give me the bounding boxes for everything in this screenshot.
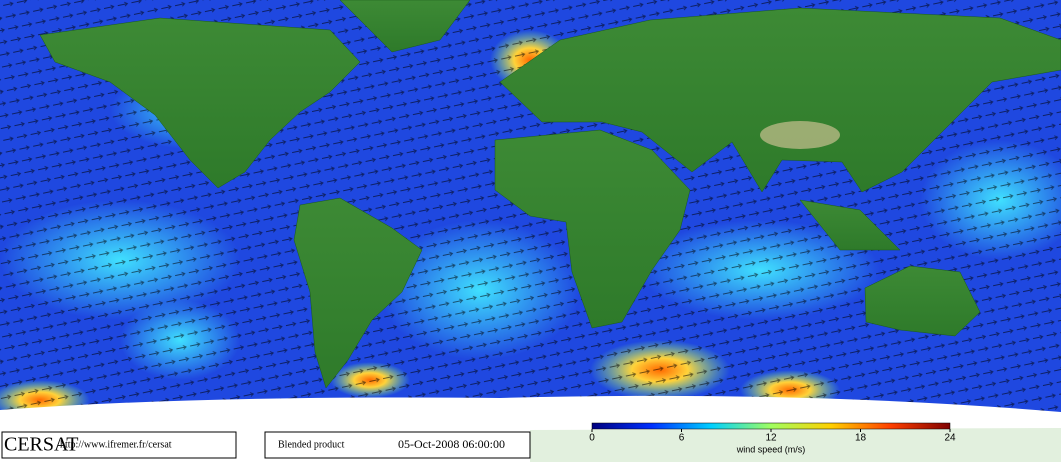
colorbar-tick-label: 24: [944, 433, 956, 444]
timestamp: 05-Oct-2008 06:00:00: [398, 437, 505, 451]
product: Blended product: [278, 439, 345, 450]
continents: [39, 0, 1061, 389]
info-bar: CERSAT http://www.ifremer.fr/cersat Blen…: [1, 431, 531, 459]
product-box: [264, 431, 531, 459]
colorbar-tick-label: 6: [679, 433, 685, 444]
antarctic-coast: [530, 428, 1061, 462]
colorbar-ramp: [591, 422, 951, 430]
url: http://www.ifremer.fr/cersat: [60, 439, 172, 450]
tibet-plateau: [760, 121, 840, 149]
logo: CERSAT: [4, 434, 78, 456]
colorbar-tick-label: 18: [855, 433, 867, 444]
colorbar-tick-label: 12: [765, 433, 777, 444]
logo-box: [1, 431, 237, 459]
colorbar: 0 6 12 18 24 wind speed (m/s): [589, 422, 956, 454]
colorbar-label: wind speed (m/s): [736, 444, 806, 454]
colorbar-tick-label: 0: [589, 433, 595, 444]
